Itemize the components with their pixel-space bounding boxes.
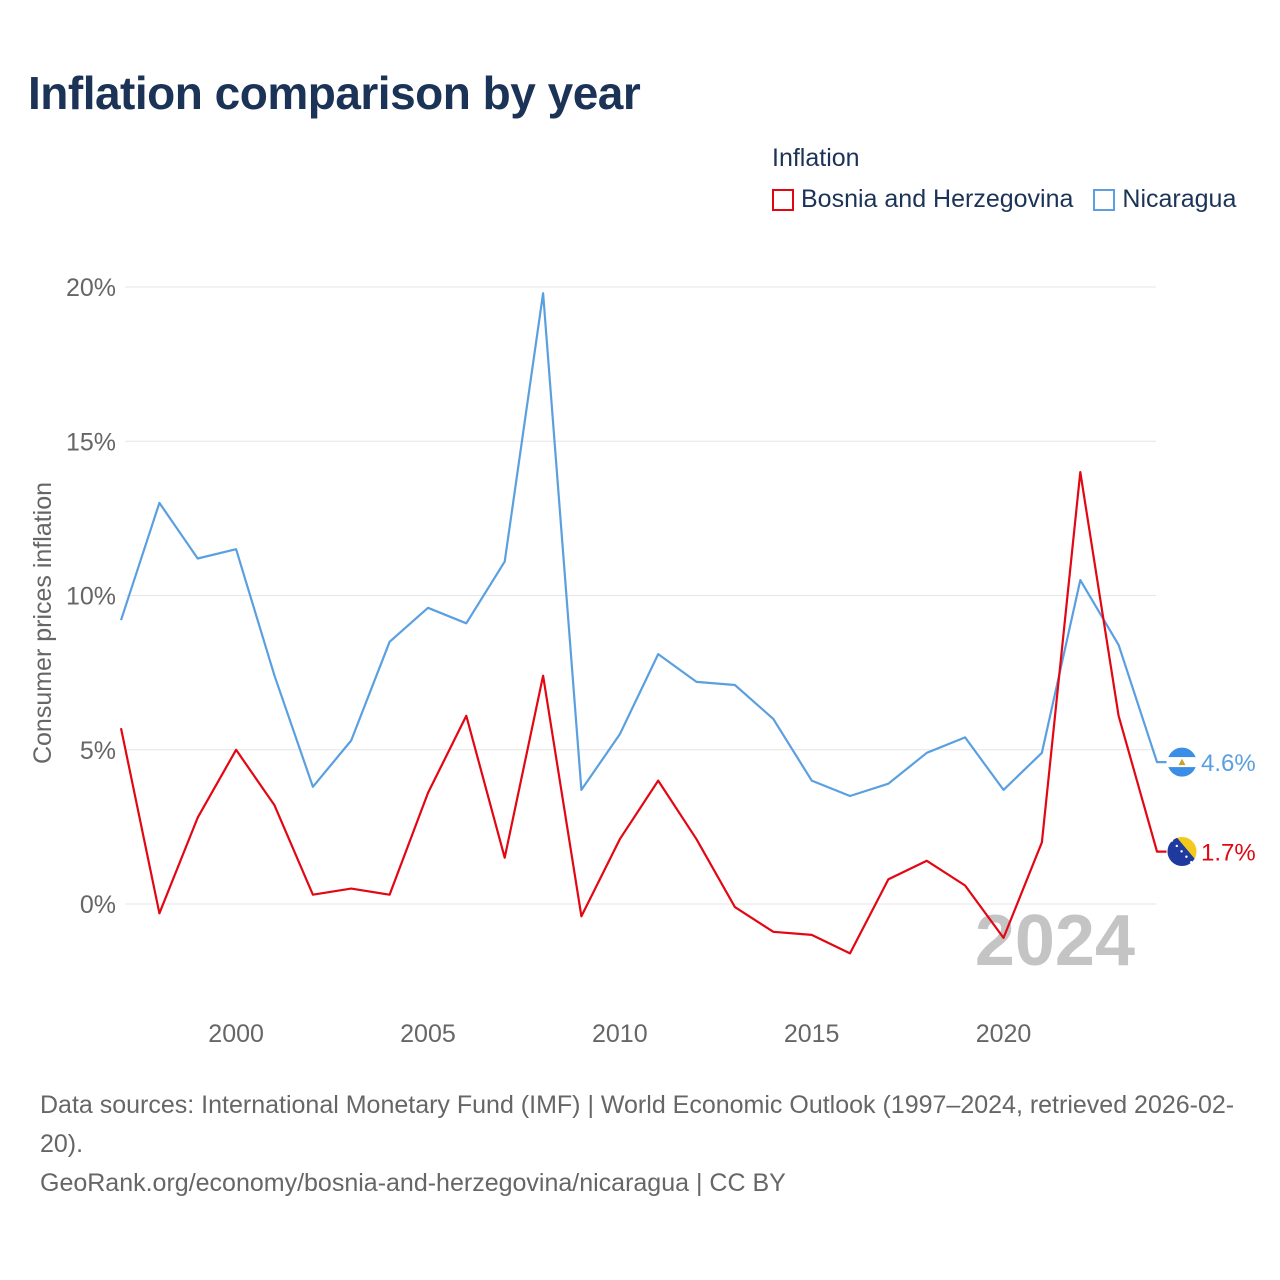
legend-label-nicaragua: Nicaragua	[1122, 185, 1237, 213]
nicaragua-end-label: 4.6%	[1201, 750, 1256, 777]
legend-swatch-bosnia	[772, 188, 794, 211]
x-tick-label: 2005	[400, 1020, 456, 1048]
data-sources: Data sources: International Monetary Fun…	[40, 1091, 1235, 1158]
source-link[interactable]: GeoRank.org/economy/bosnia-and-herzegovi…	[40, 1169, 786, 1197]
x-tick-label: 2015	[784, 1020, 840, 1048]
x-tick-labels: 2000 2005 2010 2015 2020	[208, 1020, 1031, 1048]
gridlines	[125, 286, 1156, 905]
x-tick-label: 2010	[592, 1020, 648, 1048]
year-annotation: 2024	[975, 901, 1135, 981]
x-tick-label: 2000	[208, 1020, 264, 1048]
series-line-nicaragua	[119, 292, 1169, 798]
page-title: Inflation comparison by year	[28, 67, 641, 119]
end-markers: 4.6% 1.7%	[1166, 746, 1256, 868]
y-tick-label: 0%	[80, 891, 116, 919]
nicaragua-flag-icon	[1166, 746, 1198, 778]
series-line-bosnia-and-herzegovina	[119, 471, 1169, 955]
bosnia-and-herzegovina-end-label: 1.7%	[1201, 840, 1256, 867]
y-tick-label: 10%	[66, 583, 116, 611]
legend-swatch-nicaragua	[1093, 188, 1116, 211]
bosnia-and-herzegovina-flag-icon	[1166, 836, 1198, 868]
legend: Bosnia and Herzegovina Nicaragua	[772, 185, 1236, 214]
legend-label-bosnia: Bosnia and Herzegovina	[801, 185, 1074, 213]
legend-item-nicaragua[interactable]: Nicaragua	[1093, 185, 1236, 214]
footer: Data sources: International Monetary Fun…	[40, 1086, 1250, 1203]
line-chart: 0% 5% 10% 15% 20% 2000 2005 2010 2015 2020 Consu…	[29, 274, 1256, 1048]
series-lines	[119, 292, 1169, 955]
legend-title: Inflation	[772, 144, 860, 172]
y-tick-label: 5%	[80, 737, 116, 765]
legend-item-bosnia[interactable]: Bosnia and Herzegovina	[772, 185, 1073, 214]
x-tick-label: 2020	[976, 1020, 1032, 1048]
y-tick-label: 15%	[66, 428, 116, 456]
y-tick-labels: 0% 5% 10% 15% 20%	[66, 274, 116, 919]
y-tick-label: 20%	[66, 274, 116, 302]
y-axis-label: Consumer prices inflation	[29, 482, 57, 764]
